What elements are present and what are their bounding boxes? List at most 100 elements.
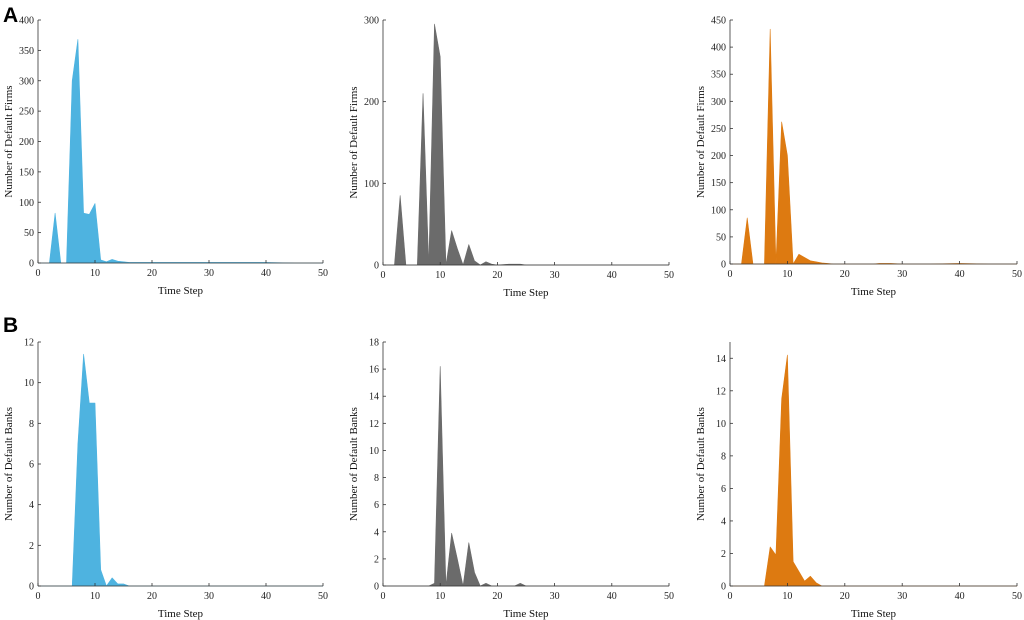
y-tick-label: 350 (711, 70, 726, 81)
x-tick-label: 40 (955, 591, 965, 602)
x-tick-label: 50 (1012, 269, 1022, 280)
x-tick-label: 10 (435, 270, 445, 281)
y-axis-title: Number of Default Banks (348, 407, 360, 521)
y-axis-title: Number of Default Banks (695, 407, 707, 521)
x-tick-label: 0 (381, 270, 386, 281)
y-tick-label: 8 (721, 451, 726, 462)
y-tick-label: 50 (24, 228, 34, 239)
y-tick-label: 6 (721, 484, 726, 495)
y-tick-label: 10 (369, 446, 379, 457)
y-axis-title: Number of Default Firms (3, 85, 15, 197)
y-tick-label: 300 (364, 16, 379, 27)
x-tick-label: 20 (147, 591, 157, 602)
y-tick-label: 4 (721, 516, 726, 527)
series-area (729, 28, 1018, 265)
y-tick-label: 8 (374, 473, 379, 484)
chart-1: 0 10 20 30 40 50 0 50 100 150 200 250 300 350 400 Time … (3, 16, 328, 298)
x-tick-label: 20 (840, 591, 850, 602)
y-tick-label: 4 (374, 527, 379, 538)
x-tick-label: 10 (782, 269, 792, 280)
y-tick-label: 100 (19, 198, 34, 209)
x-tick-label: 40 (607, 270, 617, 281)
panel-label-b: B (3, 314, 18, 337)
y-tick-label: 50 (716, 232, 726, 243)
charts: 0 10 20 30 40 50050100150200250300350400Time … (3, 16, 1022, 620)
x-tick-label: 0 (36, 268, 41, 279)
y-tick-label: 6 (29, 460, 34, 471)
x-tick-label: 30 (897, 591, 907, 602)
x-axis-title: Time Step (503, 287, 549, 299)
y-tick-label: 12 (369, 419, 379, 430)
y-tick-label: 0 (374, 261, 379, 272)
y-tick-label: 0 (374, 582, 379, 593)
y-tick-label: 300 (19, 76, 34, 87)
y-tick-label: 150 (19, 167, 34, 178)
x-tick-label: 40 (261, 591, 271, 602)
x-tick-label: 20 (840, 269, 850, 280)
y-tick-label: 8 (29, 419, 34, 430)
y-tick-label: 14 (716, 354, 726, 365)
y-tick-label: 10 (24, 378, 34, 389)
x-tick-label: 10 (435, 591, 445, 602)
x-tick-label: 30 (204, 268, 214, 279)
series-area (382, 366, 670, 587)
x-axis-title: Time Step (503, 608, 549, 620)
y-tick-label: 300 (711, 97, 726, 108)
x-axis-title: Time Step (851, 608, 897, 620)
y-tick-label: 16 (369, 365, 379, 376)
y-axis-title: Number of Default Banks (3, 407, 15, 521)
x-tick-label: 10 (782, 591, 792, 602)
panel-label-a: A (3, 4, 18, 27)
y-tick-label: 2 (721, 549, 726, 560)
y-tick-label: 2 (374, 554, 379, 565)
y-tick-label: 100 (711, 205, 726, 216)
x-tick-label: 40 (261, 268, 271, 279)
x-tick-label: 50 (664, 270, 674, 281)
x-tick-label: 40 (955, 269, 965, 280)
y-tick-label: 450 (711, 16, 726, 27)
y-tick-label: 400 (19, 16, 34, 27)
y-tick-label: 250 (711, 124, 726, 135)
y-tick-label: 200 (711, 151, 726, 162)
y-tick-label: 200 (364, 97, 379, 108)
x-tick-label: 30 (897, 269, 907, 280)
chart-3: 0 10 20 30 40 50 0 50 100 150 200 250 300 350 400 450 Ti… (695, 16, 1022, 299)
x-tick-label: 50 (318, 591, 328, 602)
y-tick-label: 400 (711, 43, 726, 54)
x-tick-label: 40 (607, 591, 617, 602)
x-axis-title: Time Step (158, 608, 204, 620)
y-axis-title: Number of Default Firms (695, 86, 707, 198)
y-axis-title: Number of Default Firms (348, 86, 360, 198)
x-tick-label: 20 (492, 270, 502, 281)
x-tick-label: 20 (492, 591, 502, 602)
x-tick-label: 30 (550, 591, 560, 602)
x-axis-title: Time Step (158, 285, 204, 297)
chart-2: 0 10 20 30 40 50 0 100 200 300 Time Step Number of … (348, 16, 674, 300)
series-area (729, 354, 1018, 587)
x-tick-label: 30 (550, 270, 560, 281)
y-tick-label: 4 (29, 500, 34, 511)
x-tick-label: 0 (381, 591, 386, 602)
x-tick-label: 10 (90, 591, 100, 602)
series-area (382, 23, 670, 266)
x-tick-label: 0 (36, 591, 41, 602)
x-tick-label: 50 (1012, 591, 1022, 602)
x-tick-label: 20 (147, 268, 157, 279)
y-tick-label: 14 (369, 392, 379, 403)
y-tick-label: 100 (364, 179, 379, 190)
y-tick-label: 0 (29, 582, 34, 593)
x-axis-title: Time Step (851, 286, 897, 298)
y-tick-label: 6 (374, 500, 379, 511)
series-area (37, 353, 324, 587)
x-tick-label: 50 (318, 268, 328, 279)
chart-5: 0 10 20 30 40 50 0 2 4 6 8 10 12 14 16 18 Time Step Numbe… (348, 338, 674, 620)
y-tick-label: 18 (369, 338, 379, 349)
y-tick-label: 0 (721, 260, 726, 271)
y-tick-label: 150 (711, 178, 726, 189)
y-tick-label: 10 (716, 419, 726, 430)
x-tick-label: 0 (728, 591, 733, 602)
chart-4: 0 10 20 30 40 50 0 2 4 6 8 10 12 Time Step Number of D… (3, 338, 328, 620)
y-tick-label: 200 (19, 137, 34, 148)
x-tick-label: 50 (664, 591, 674, 602)
x-tick-label: 10 (90, 268, 100, 279)
